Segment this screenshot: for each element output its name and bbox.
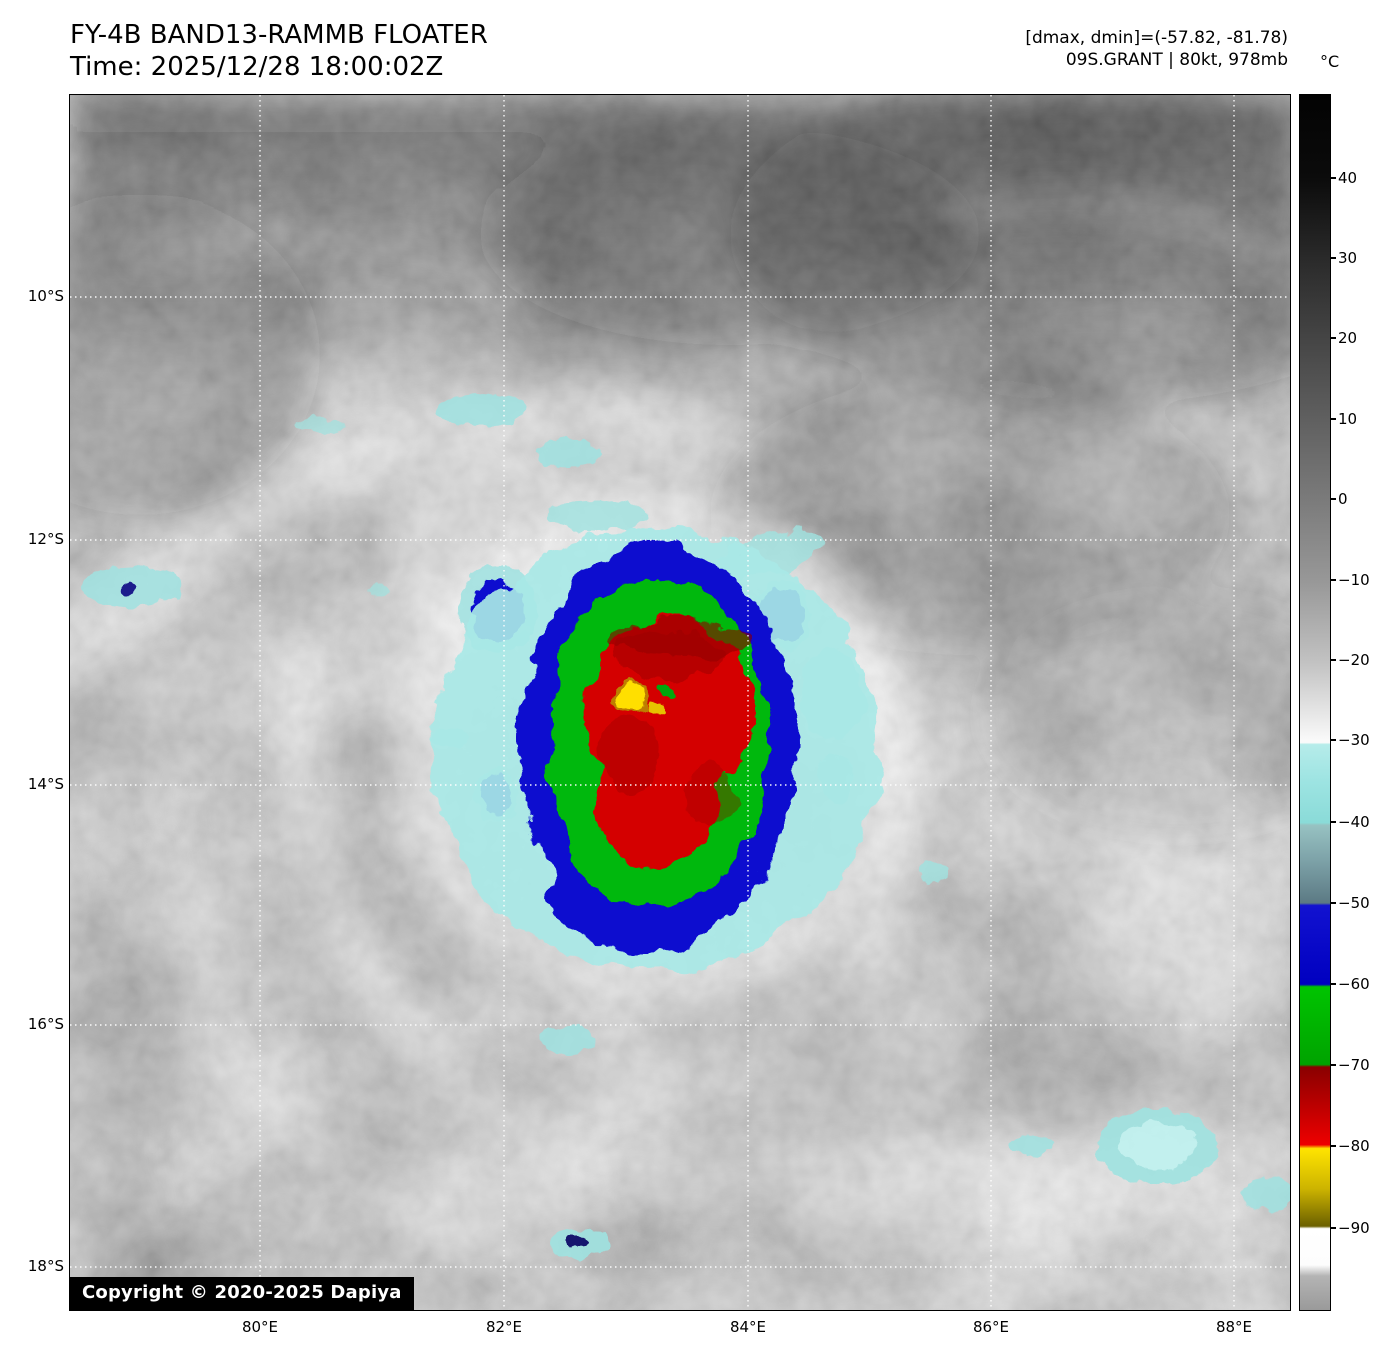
- product-time: Time: 2025/12/28 18:00:02Z: [70, 52, 444, 82]
- lon-label-88e: 88°E: [1215, 1318, 1253, 1336]
- colorbar-tick-30: 30: [1331, 248, 1386, 268]
- satellite-image: [70, 95, 1290, 1310]
- colorbar-tick-m80: −80: [1331, 1136, 1386, 1156]
- lon-label-84e: 84°E: [729, 1318, 767, 1336]
- colorbar-tick-m90: −90: [1331, 1218, 1386, 1238]
- lat-label-18s: 18°S: [27, 1257, 64, 1275]
- colorbar-tick-40: 40: [1331, 168, 1386, 188]
- lat-label-10s: 10°S: [27, 287, 64, 305]
- colorbar-tick-0: 0: [1331, 489, 1386, 509]
- colorbar-tick-m40: −40: [1331, 812, 1386, 832]
- lon-label-86e: 86°E: [972, 1318, 1010, 1336]
- colorbar-tick-m50: −50: [1331, 893, 1386, 913]
- lat-label-12s: 12°S: [27, 530, 64, 548]
- lon-label-80e: 80°E: [241, 1318, 279, 1336]
- lat-label-16s: 16°S: [27, 1015, 64, 1033]
- colorbar-tick-m20: −20: [1331, 650, 1386, 670]
- product-title: FY-4B BAND13-RAMMB FLOATER: [70, 20, 488, 50]
- colorbar-tick-m70: −70: [1331, 1055, 1386, 1075]
- colorbar-tick-m30: −30: [1331, 730, 1386, 750]
- colorbar-unit-label: °C: [1320, 52, 1340, 71]
- satellite-map-panel: Copyright © 2020-2025 Dapiya: [69, 94, 1291, 1311]
- colorbar-tick-20: 20: [1331, 328, 1386, 348]
- lat-label-14s: 14°S: [27, 775, 64, 793]
- temperature-colorbar: [1299, 94, 1331, 1311]
- colorbar-tick-m60: −60: [1331, 974, 1386, 994]
- copyright-badge: Copyright © 2020-2025 Dapiya: [70, 1277, 414, 1310]
- lon-label-82e: 82°E: [485, 1318, 523, 1336]
- graticule-gridlines: [70, 95, 1290, 1310]
- colorbar-tick-10: 10: [1331, 409, 1386, 429]
- colorbar-tick-m10: −10: [1331, 570, 1386, 590]
- storm-info-readout: 09S.GRANT | 80kt, 978mb: [1065, 50, 1288, 70]
- cyclone-core: [430, 528, 880, 972]
- dmax-dmin-readout: [dmax, dmin]=(-57.82, -81.78): [1025, 28, 1288, 48]
